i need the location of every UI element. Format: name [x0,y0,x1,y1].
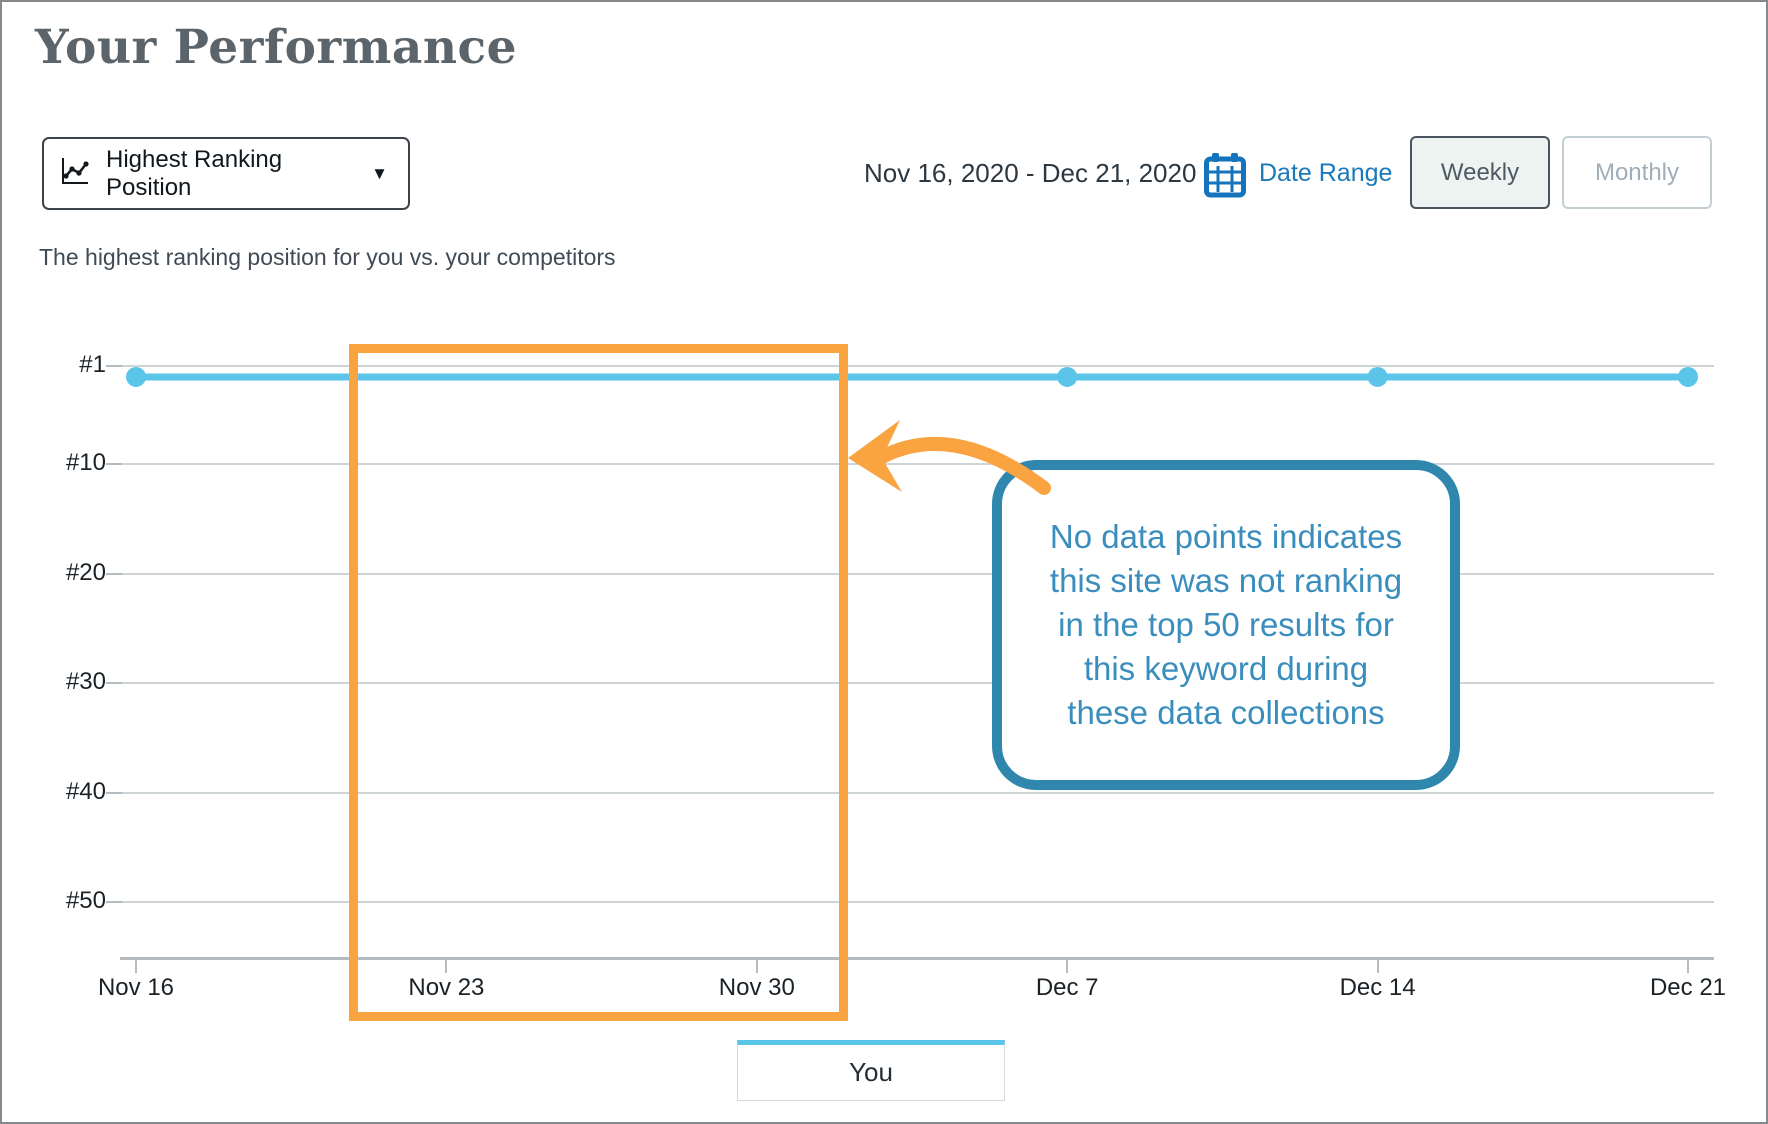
line-chart-icon [60,156,90,191]
no-data-callout: No data points indicates this site was n… [992,460,1460,790]
chart-gridline [120,365,1714,367]
x-tick [755,960,758,973]
x-tick [445,960,448,973]
x-tick-label: Dec 14 [1339,974,1416,1001]
data-point [1367,366,1388,387]
x-axis-line [120,957,1714,960]
no-data-highlight-rect [349,344,848,1021]
x-tick [1066,960,1069,973]
data-point [1678,366,1698,387]
callout-text: No data points indicates this site was n… [1049,518,1403,731]
y-tick-label: #30 [65,668,106,696]
chart-gridline [120,791,1714,794]
y-tick-label: #40 [65,777,106,805]
weekly-toggle-button[interactable]: Weekly [1410,136,1550,209]
data-point [1057,366,1078,387]
y-tick [106,572,122,575]
legend-item-you[interactable]: You [737,1040,1005,1101]
y-tick-label: #20 [65,558,106,586]
date-range-value: Nov 16, 2020 - Dec 21, 2020 [864,158,1197,188]
y-tick-label: #50 [65,887,106,915]
y-tick-label: #1 [79,351,106,378]
y-tick-label: #10 [65,449,106,477]
metric-dropdown-label: Highest Ranking Position [106,145,283,201]
y-tick [106,463,122,466]
y-tick [106,682,122,685]
monthly-toggle-button[interactable]: Monthly [1562,136,1712,209]
x-tick-label: Nov 16 [97,974,175,1001]
y-tick [106,791,122,794]
x-tick [1687,960,1689,973]
x-tick-label: Nov 30 [718,974,795,1001]
metric-dropdown[interactable]: Highest Ranking Position ▼ [42,137,410,210]
calendar-icon[interactable] [1204,152,1246,203]
date-range-link[interactable]: Date Range [1259,159,1393,187]
y-tick [106,901,122,904]
chart-gridline [120,572,1714,575]
x-tick [135,960,137,973]
x-tick [1376,960,1379,973]
x-tick-label: Dec 21 [1649,974,1727,1001]
data-point [126,366,146,387]
chart-gridline [120,901,1714,904]
y-tick [106,365,122,367]
chart-subtitle: The highest ranking position for you vs.… [39,244,616,270]
page-title: Your Performance [35,20,518,75]
x-tick-label: Dec 7 [1035,974,1099,1001]
chart-gridline [120,682,1714,685]
caret-down-icon: ▼ [371,163,388,183]
x-tick-label: Nov 23 [408,974,485,1001]
